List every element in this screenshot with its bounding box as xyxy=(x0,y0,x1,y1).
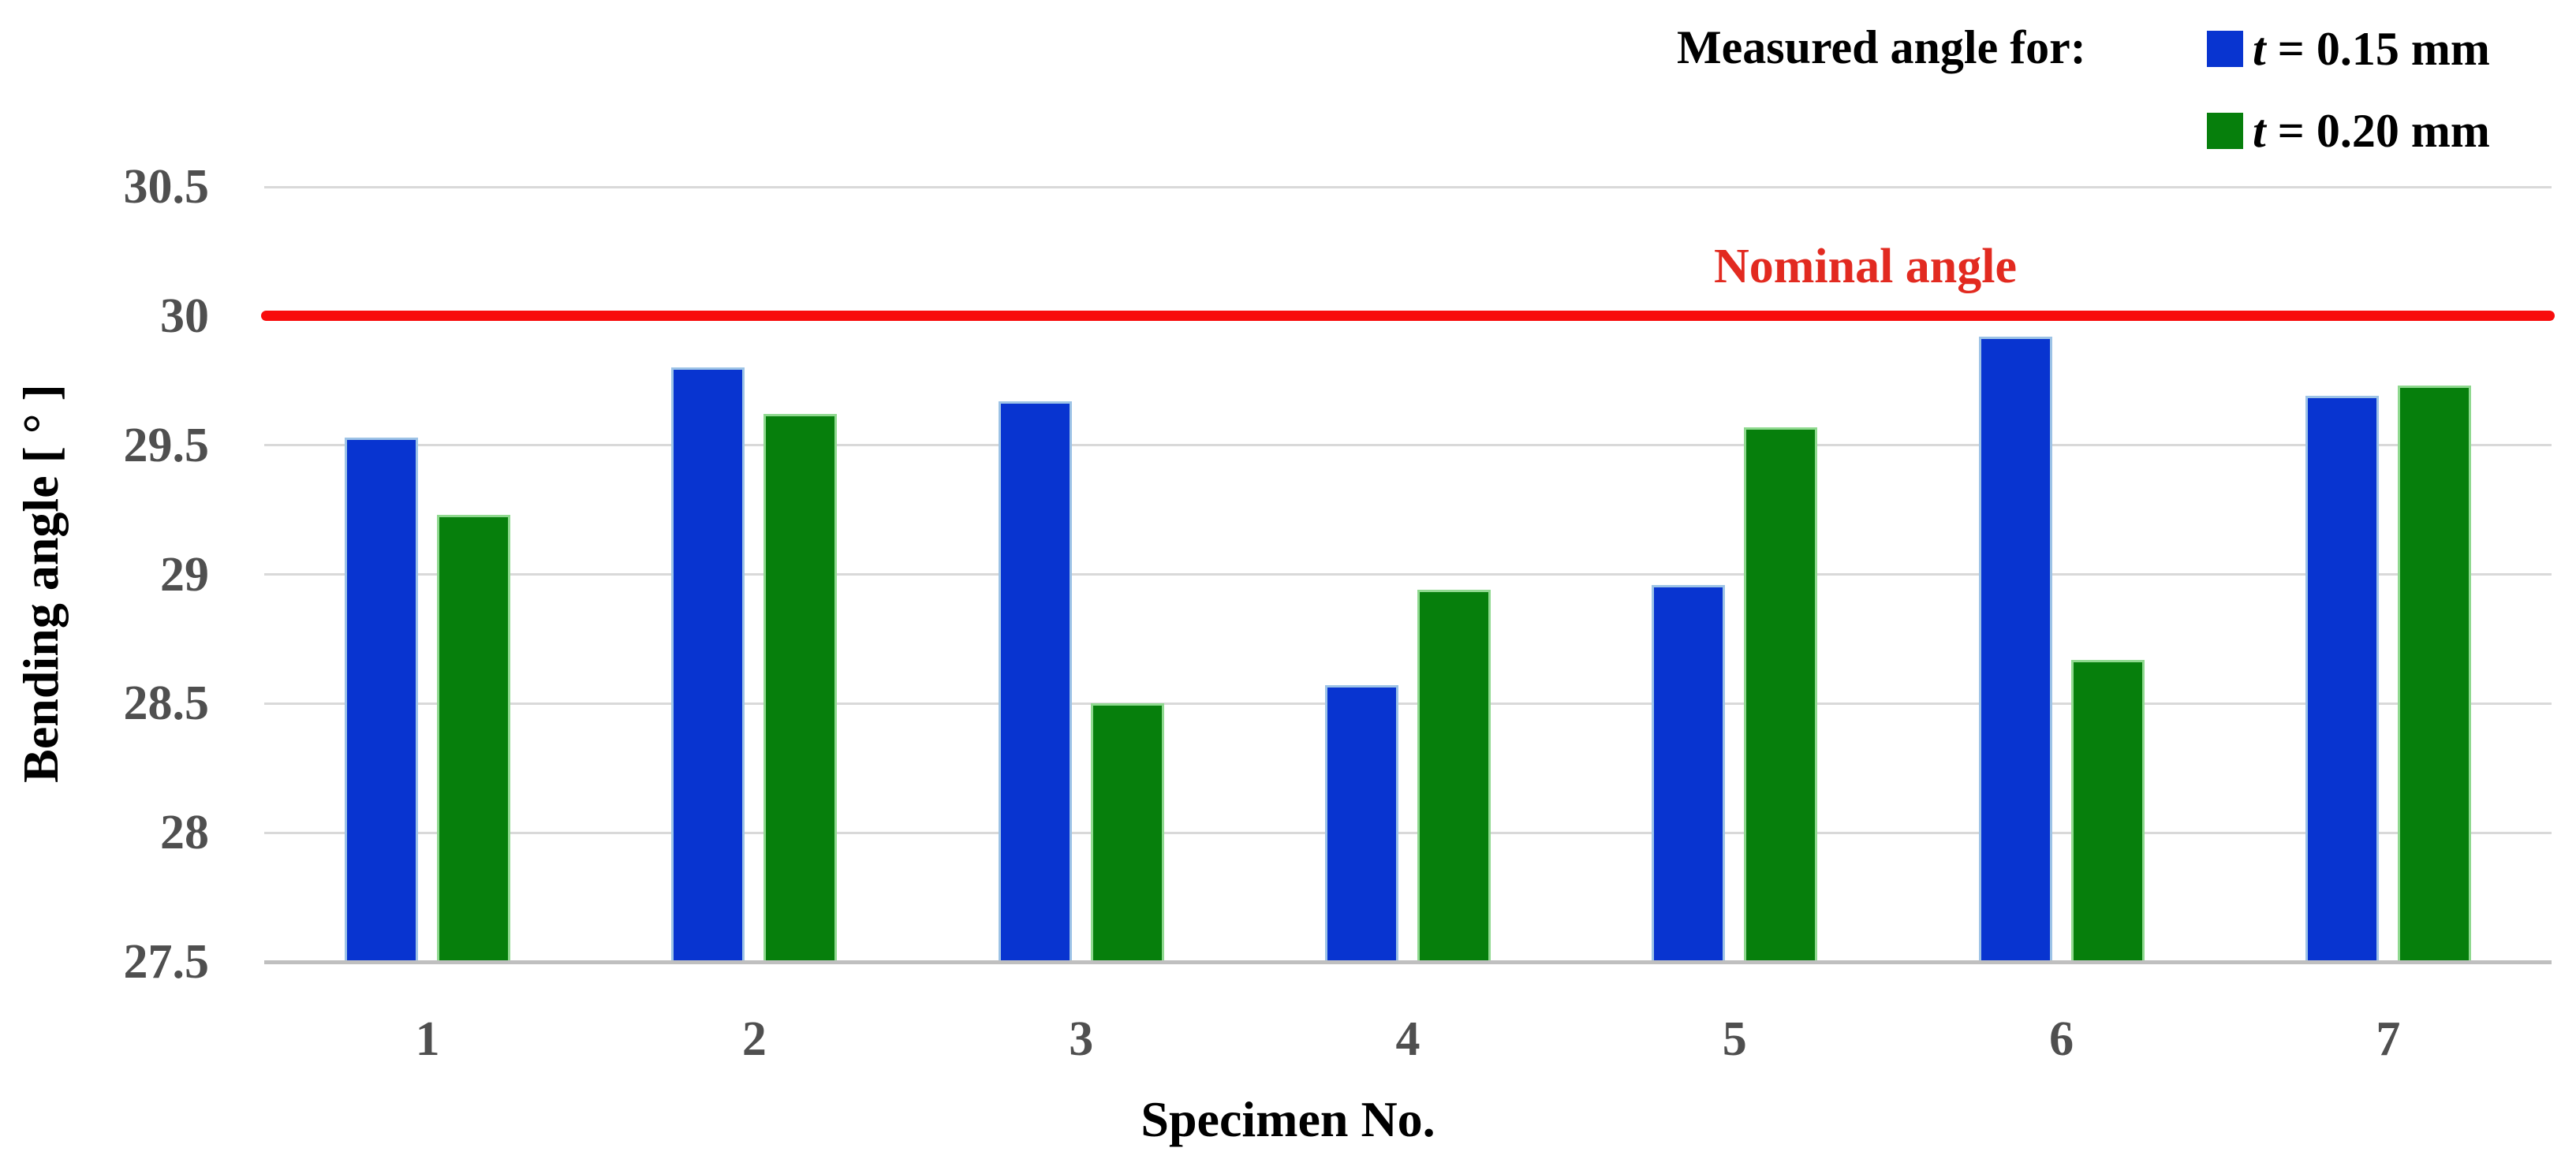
bar-t-0-20-mm-specimen-2 xyxy=(763,414,838,962)
legend-title: Measured angle for: xyxy=(1677,21,2086,73)
gridline-29 xyxy=(264,573,2552,576)
legend-item-t-0-20-mm: t = 0.20 mm xyxy=(2207,104,2490,157)
plot-area xyxy=(261,185,2555,964)
x-tick-label-2: 2 xyxy=(741,1012,767,1066)
bar-t-0-15-mm-specimen-4 xyxy=(1325,685,1398,962)
y-tick-label-29: 29 xyxy=(160,547,209,602)
y-tick-label-30.5: 30.5 xyxy=(123,160,210,214)
bar-t-0-20-mm-specimen-5 xyxy=(1744,427,1818,962)
x-tick-label-1: 1 xyxy=(415,1012,440,1066)
x-tick-label-3: 3 xyxy=(1069,1012,1094,1066)
y-tick-label-30: 30 xyxy=(160,289,209,343)
x-axis-title: Specimen No. xyxy=(1141,1091,1435,1147)
bar-t-0-20-mm-specimen-6 xyxy=(2070,659,2145,962)
bar-t-0-15-mm-specimen-3 xyxy=(998,401,1072,962)
bar-t-0-15-mm-specimen-2 xyxy=(671,367,745,962)
bar-t-0-15-mm-specimen-1 xyxy=(345,437,419,962)
x-tick-label-4: 4 xyxy=(1395,1012,1421,1066)
y-tick-label-27.5: 27.5 xyxy=(123,935,210,989)
x-tick-label-5: 5 xyxy=(1722,1012,1747,1066)
legend-label: t = 0.20 mm xyxy=(2253,104,2490,157)
bar-t-0-20-mm-specimen-3 xyxy=(1090,703,1164,962)
legend-swatch-green-icon xyxy=(2207,113,2243,149)
nominal-angle-line xyxy=(261,311,2555,322)
gridline-30.5 xyxy=(264,185,2552,188)
bar-t-0-20-mm-specimen-4 xyxy=(1417,590,1491,962)
gridline-28 xyxy=(264,831,2552,834)
bar-t-0-20-mm-specimen-7 xyxy=(2397,386,2471,962)
legend-swatch-blue-icon xyxy=(2207,31,2243,67)
legend-label: t = 0.15 mm xyxy=(2253,22,2490,75)
bar-t-0-20-mm-specimen-1 xyxy=(437,515,511,962)
gridline-28.5 xyxy=(264,702,2552,705)
y-tick-label-28: 28 xyxy=(160,806,209,860)
x-axis-line xyxy=(264,960,2552,964)
x-tick-label-7: 7 xyxy=(2376,1012,2401,1066)
y-tick-label-28.5: 28.5 xyxy=(123,676,210,731)
legend-item-t-0-15-mm: t = 0.15 mm xyxy=(2207,22,2490,75)
bar-t-0-15-mm-specimen-5 xyxy=(1652,584,1726,962)
nominal-angle-label: Nominal angle xyxy=(1713,240,2018,293)
gridline-29.5 xyxy=(264,444,2552,447)
bar-t-0-15-mm-specimen-6 xyxy=(1978,337,2052,962)
bar-t-0-15-mm-specimen-7 xyxy=(2305,396,2379,962)
y-tick-label-29.5: 29.5 xyxy=(123,418,210,472)
x-tick-label-6: 6 xyxy=(2049,1012,2074,1066)
